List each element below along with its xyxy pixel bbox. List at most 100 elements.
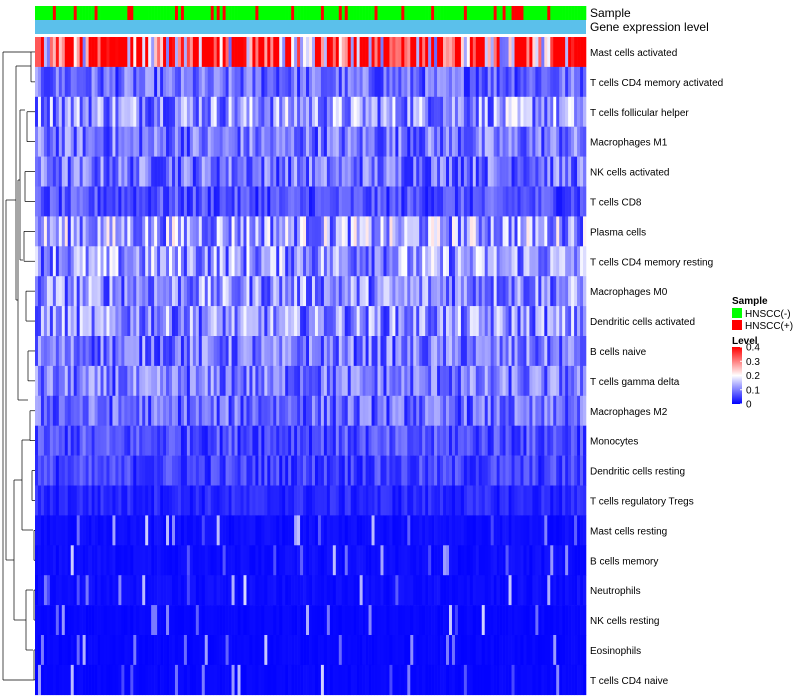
heatmap-cell: [398, 216, 402, 247]
heatmap-cell: [344, 635, 349, 666]
heatmap-cell: [416, 126, 420, 157]
heatmap-cell: [550, 365, 554, 397]
heatmap-cell: [216, 605, 220, 636]
heatmap-cell: [565, 96, 569, 127]
heatmap-cell: [571, 37, 575, 68]
heatmap-cell: [160, 37, 164, 68]
heatmap-cell: [478, 664, 483, 696]
heatmap-cell: [326, 96, 331, 127]
heatmap-cell: [574, 186, 578, 217]
heatmap-cell: [79, 485, 83, 516]
heatmap-cell: [246, 126, 250, 157]
heatmap-cell: [532, 395, 536, 426]
heatmap-cell: [383, 276, 387, 307]
heatmap-cell: [374, 186, 378, 217]
heatmap-cell: [326, 66, 331, 98]
heatmap-cell: [571, 276, 575, 307]
heatmap-cell: [487, 365, 491, 397]
heatmap-cell: [413, 515, 417, 546]
heatmap-cell: [383, 96, 387, 127]
heatmap-cell: [148, 66, 152, 98]
sample-annotation-cell: [270, 6, 274, 20]
heatmap-cell: [276, 276, 280, 307]
heatmap-cell: [282, 246, 286, 277]
heatmap-cell: [91, 485, 95, 516]
heatmap-cell: [279, 276, 283, 307]
heatmap-cell: [46, 336, 51, 367]
heatmap-cell: [460, 575, 465, 606]
heatmap-cell: [401, 336, 405, 367]
heatmap-cell: [261, 186, 265, 217]
heatmap-cell: [37, 515, 42, 546]
heatmap-cell: [145, 126, 149, 157]
heatmap-cell: [225, 246, 229, 277]
heatmap-cell: [204, 276, 209, 307]
heatmap-cell: [359, 545, 363, 576]
heatmap-cell: [323, 156, 328, 187]
heatmap-cell: [529, 395, 533, 426]
heatmap-cell: [356, 126, 360, 157]
heatmap-cell: [213, 96, 217, 127]
heatmap-cell: [88, 216, 92, 247]
heatmap-cell: [261, 276, 265, 307]
heatmap-cell: [425, 246, 429, 277]
heatmap-cell: [88, 425, 92, 456]
heatmap-cell: [97, 575, 101, 606]
heatmap-cell: [163, 395, 167, 426]
heatmap-cell: [398, 664, 402, 696]
heatmap-cell: [267, 276, 271, 307]
heatmap-cell: [216, 664, 220, 696]
heatmap-cell: [189, 605, 194, 636]
heatmap-cell: [478, 395, 483, 426]
heatmap-cell: [514, 37, 518, 68]
heatmap-cell: [386, 605, 390, 636]
heatmap-cell: [547, 96, 551, 127]
heatmap-cell: [106, 425, 110, 456]
heatmap-cell: [273, 575, 277, 606]
heatmap-cell: [547, 635, 551, 666]
heatmap-cell: [136, 306, 140, 337]
heatmap-cell: [511, 485, 515, 516]
heatmap-cell: [478, 485, 483, 516]
heatmap-cell: [419, 545, 423, 576]
heatmap-cell: [109, 37, 113, 68]
heatmap-cell: [550, 575, 554, 606]
heatmap-cell: [323, 37, 328, 68]
heatmap-cell: [55, 425, 60, 456]
heatmap-cell: [320, 216, 325, 247]
heatmap-cell: [109, 485, 113, 516]
heatmap-cell: [94, 455, 98, 486]
heatmap-cell: [511, 664, 515, 696]
heatmap-cell: [303, 365, 307, 397]
heatmap-cell: [341, 605, 346, 636]
heatmap-cell: [565, 276, 569, 307]
heatmap-cell: [79, 545, 83, 576]
heatmap-cell: [306, 664, 310, 696]
heatmap-cell: [267, 37, 271, 68]
heatmap-cell: [469, 605, 474, 636]
heatmap-cell: [192, 306, 197, 337]
heatmap-cell: [79, 575, 83, 606]
heatmap-cell: [484, 664, 489, 696]
heatmap-cell: [204, 336, 209, 367]
heatmap-cell: [386, 635, 390, 666]
heatmap-cell: [174, 276, 179, 307]
heatmap-cell: [249, 605, 253, 636]
heatmap-cell: [237, 515, 241, 546]
heatmap-cell: [428, 425, 432, 456]
heatmap-cell: [183, 485, 188, 516]
heatmap-cell: [550, 66, 554, 98]
heatmap-cell: [344, 336, 349, 367]
heatmap-cell: [508, 37, 512, 68]
heatmap-cell: [282, 216, 286, 247]
heatmap-cell: [79, 605, 83, 636]
heatmap-cell: [213, 186, 217, 217]
heatmap-cell: [261, 635, 265, 666]
heatmap-cell: [568, 336, 572, 367]
heatmap-cell: [270, 66, 274, 98]
heatmap-cell: [64, 605, 69, 636]
heatmap-cell: [440, 216, 444, 247]
heatmap-cell: [323, 276, 328, 307]
heatmap-cell: [273, 126, 277, 157]
heatmap-cells: [35, 37, 587, 696]
